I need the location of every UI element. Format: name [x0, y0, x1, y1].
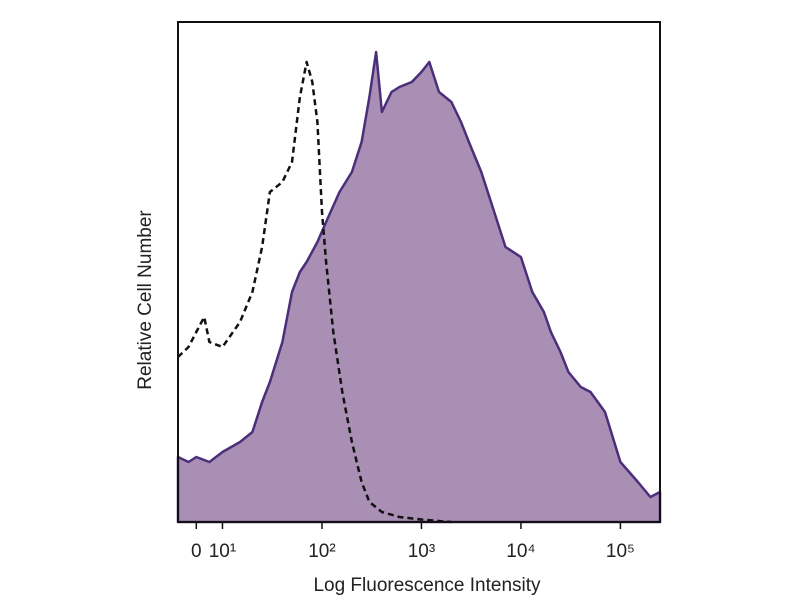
y-axis-label: Relative Cell Number [135, 210, 156, 390]
x-tick-label: 10² [308, 541, 335, 562]
x-tick-label: 10³ [408, 541, 435, 562]
dashed-histogram [177, 60, 452, 524]
x-tick-label: 10⁴ [506, 541, 535, 562]
filled-histogram [176, 50, 662, 524]
x-tick-label: 10⁵ [606, 541, 635, 562]
x-tick-label: 10¹ [209, 541, 236, 562]
x-axis-label: Log Fluorescence Intensity [313, 575, 541, 596]
x-tick-label: 0 [191, 541, 202, 562]
plot-frame [177, 21, 661, 523]
